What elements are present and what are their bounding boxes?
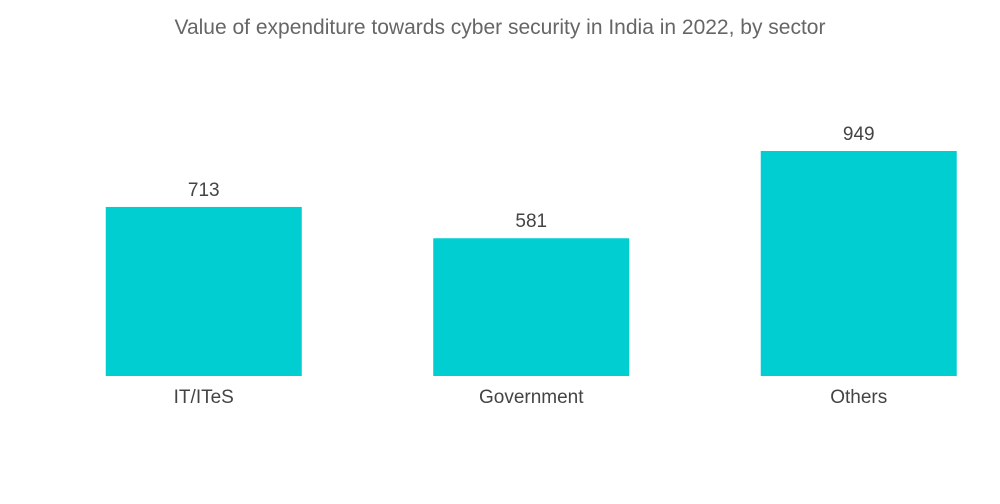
chart-title: Value of expenditure towards cyber secur… — [174, 16, 826, 39]
bar-2 — [760, 151, 957, 376]
data-label-0: 713 — [188, 180, 220, 201]
data-label-2: 949 — [843, 124, 875, 145]
category-label-1: Government — [479, 387, 584, 408]
category-label-0: IT/ITeS — [174, 387, 234, 408]
bar-0 — [105, 206, 302, 376]
category-label-2: Others — [830, 387, 887, 408]
bar-1 — [433, 238, 630, 376]
data-label-1: 581 — [515, 211, 547, 232]
